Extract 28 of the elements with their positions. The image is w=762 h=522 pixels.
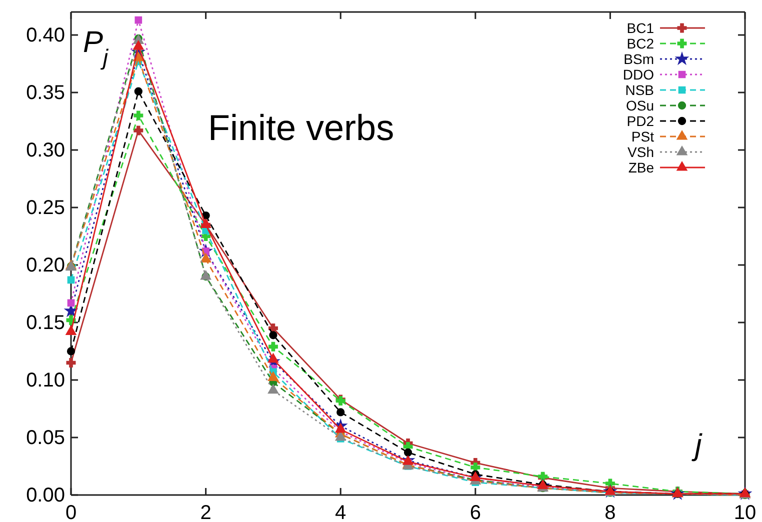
x-tick-label: 0 bbox=[65, 502, 77, 522]
y-tick-label: 0.15 bbox=[26, 312, 65, 334]
x-tick-label: 2 bbox=[200, 502, 212, 522]
y-tick-label: 0.10 bbox=[26, 369, 65, 392]
legend-label: OSu bbox=[626, 98, 654, 114]
x-tick-label: 6 bbox=[470, 502, 481, 522]
y-tick-label: 0.40 bbox=[26, 24, 65, 46]
legend-label: BSm bbox=[624, 51, 654, 67]
legend-label: DDO bbox=[622, 66, 654, 82]
x-tick-label: 4 bbox=[335, 502, 346, 522]
legend-label: PD2 bbox=[626, 113, 654, 129]
y-tick-label: 0.00 bbox=[26, 484, 65, 506]
legend-label: BC2 bbox=[626, 36, 654, 52]
y-tick-label: 0.35 bbox=[26, 82, 65, 104]
legend-label: BC1 bbox=[626, 20, 654, 36]
legend-label: VSh bbox=[628, 144, 654, 160]
y-tick-label: 0.05 bbox=[26, 426, 65, 449]
x-tick-label: 8 bbox=[604, 502, 616, 522]
x-tick-label: 10 bbox=[734, 502, 756, 522]
legend-label: ZBe bbox=[628, 160, 654, 176]
annotation: Finite verbs bbox=[208, 107, 394, 148]
legend-label: PSt bbox=[631, 128, 654, 144]
y-tick-label: 0.20 bbox=[26, 254, 65, 276]
y-tick-label: 0.25 bbox=[26, 196, 65, 219]
x-axis-title: j bbox=[691, 429, 703, 462]
y-axis-title: P$_{j}$ bbox=[83, 26, 110, 70]
legend-label: NSB bbox=[625, 82, 654, 98]
y-tick-label: 0.30 bbox=[26, 139, 65, 162]
